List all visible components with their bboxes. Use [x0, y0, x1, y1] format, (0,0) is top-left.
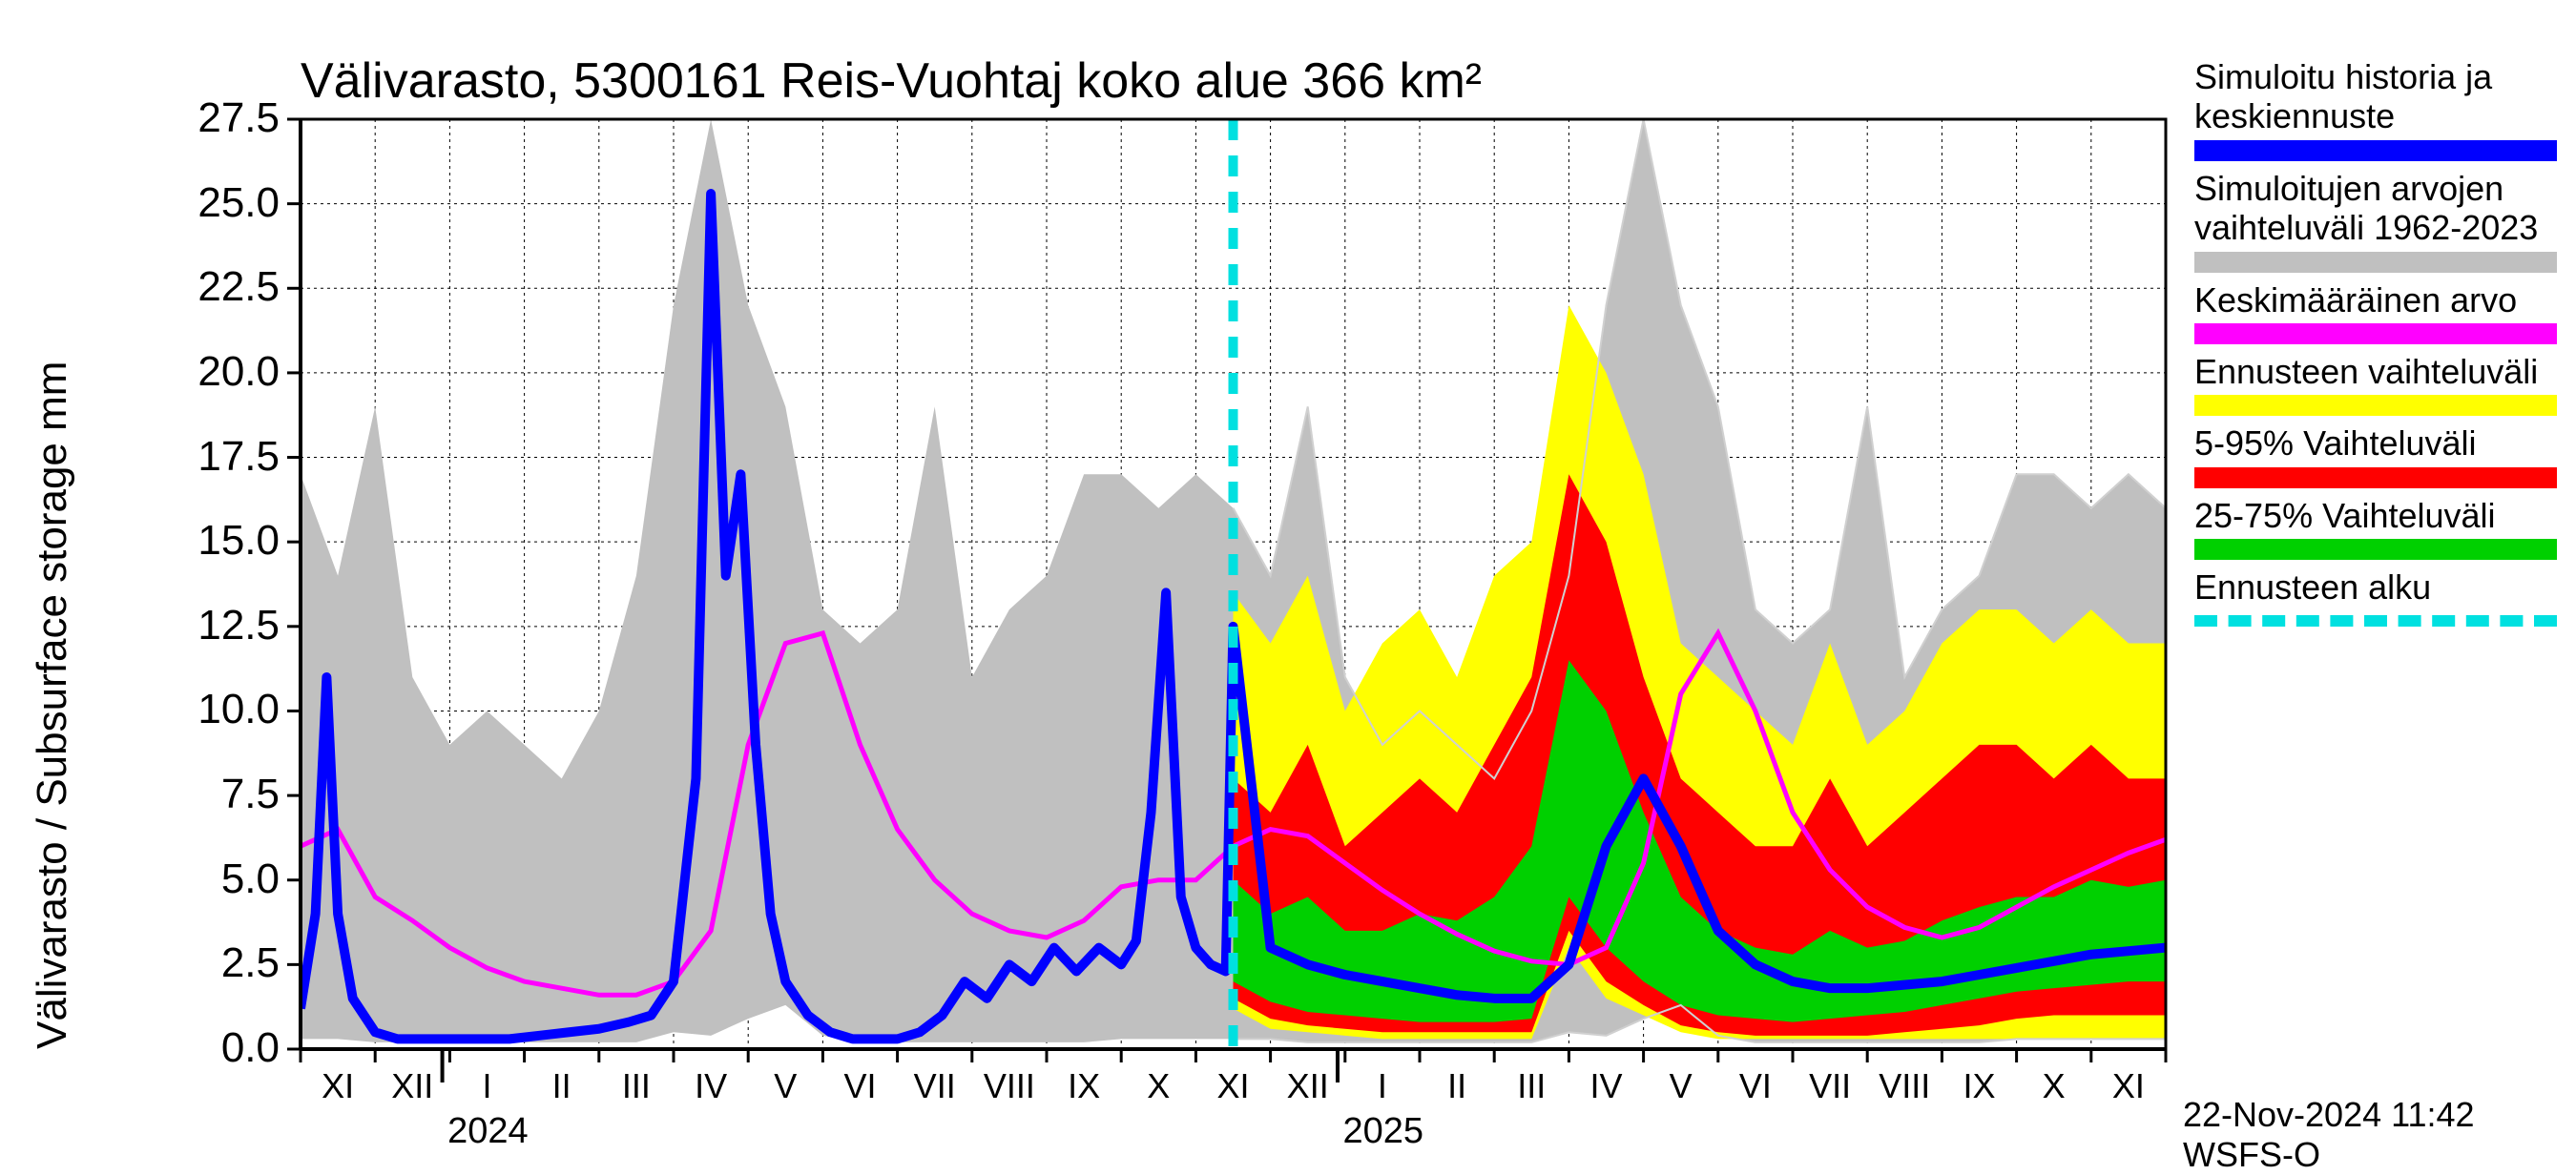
legend-swatch — [2194, 140, 2557, 161]
x-tick-label: XI — [2112, 1066, 2145, 1106]
chart-title: Välivarasto, 5300161 Reis-Vuohtaj koko a… — [301, 52, 1482, 110]
x-tick-label: II — [1447, 1066, 1466, 1106]
chart-root: Välivarasto / Subsurface storage mm Väli… — [0, 0, 2576, 1144]
legend-swatch — [2194, 395, 2557, 416]
y-tick-label: 2.5 — [127, 939, 280, 987]
y-tick-label: 12.5 — [127, 602, 280, 649]
chart-plot-area — [0, 0, 2576, 1144]
x-tick-label: III — [1517, 1066, 1546, 1106]
y-tick-label: 17.5 — [127, 433, 280, 481]
x-tick-label: VI — [1739, 1066, 1772, 1106]
x-tick-label: V — [1670, 1066, 1693, 1106]
x-tick-label: VIII — [1879, 1066, 1930, 1106]
legend: Simuloitu historia jakeskiennusteSimuloi… — [2194, 57, 2557, 636]
legend-entry-mean: Keskimääräinen arvo — [2194, 280, 2557, 344]
y-tick-label: 27.5 — [127, 94, 280, 142]
x-year-label: 2025 — [1343, 1111, 1424, 1152]
y-tick-label: 5.0 — [127, 855, 280, 903]
legend-entry-forecast_full: Ennusteen vaihteluväli — [2194, 352, 2557, 416]
x-tick-label: III — [622, 1066, 651, 1106]
legend-label: 5-95% Vaihteluväli — [2194, 423, 2557, 463]
legend-label: Ennusteen vaihteluväli — [2194, 352, 2557, 391]
legend-label: 25-75% Vaihteluväli — [2194, 496, 2557, 535]
legend-swatch — [2194, 615, 2557, 627]
legend-entry-hist_range: Simuloitujen arvojenvaihteluväli 1962-20… — [2194, 169, 2557, 273]
x-tick-label: IV — [1589, 1066, 1622, 1106]
x-tick-label: IX — [1068, 1066, 1100, 1106]
legend-swatch — [2194, 539, 2557, 560]
x-tick-label: X — [1147, 1066, 1170, 1106]
x-tick-label: XII — [391, 1066, 433, 1106]
x-tick-label: IV — [695, 1066, 727, 1106]
x-tick-label: XI — [1216, 1066, 1249, 1106]
legend-label: Simuloitujen arvojen — [2194, 169, 2557, 208]
legend-swatch — [2194, 467, 2557, 488]
y-axis-label: Välivarasto / Subsurface storage mm — [29, 361, 76, 1049]
legend-label: Ennusteen alku — [2194, 567, 2557, 607]
y-tick-label: 20.0 — [127, 348, 280, 396]
x-tick-label: I — [482, 1066, 491, 1106]
x-tick-label: VII — [914, 1066, 956, 1106]
x-tick-label: XII — [1287, 1066, 1329, 1106]
legend-swatch — [2194, 323, 2557, 344]
y-tick-label: 15.0 — [127, 517, 280, 565]
x-tick-label: V — [774, 1066, 797, 1106]
legend-entry-sim_hist: Simuloitu historia jakeskiennuste — [2194, 57, 2557, 161]
legend-label: Simuloitu historia ja — [2194, 57, 2557, 96]
x-tick-label: VI — [843, 1066, 876, 1106]
x-tick-label: XI — [322, 1066, 354, 1106]
y-tick-label: 10.0 — [127, 686, 280, 733]
x-tick-label: I — [1378, 1066, 1387, 1106]
legend-entry-p5_95: 5-95% Vaihteluväli — [2194, 423, 2557, 487]
y-tick-label: 0.0 — [127, 1024, 280, 1072]
y-tick-label: 22.5 — [127, 263, 280, 311]
y-tick-label: 25.0 — [127, 179, 280, 227]
legend-label: Keskimääräinen arvo — [2194, 280, 2557, 320]
legend-entry-forecast_start: Ennusteen alku — [2194, 567, 2557, 626]
x-year-label: 2024 — [447, 1111, 529, 1152]
footer-timestamp: 22-Nov-2024 11:42 WSFS-O — [2183, 1095, 2576, 1175]
legend-label: vaihteluväli 1962-2023 — [2194, 208, 2557, 247]
legend-label: keskiennuste — [2194, 96, 2557, 135]
x-tick-label: X — [2043, 1066, 2066, 1106]
x-tick-label: VIII — [984, 1066, 1035, 1106]
legend-swatch — [2194, 252, 2557, 273]
x-tick-label: VII — [1809, 1066, 1851, 1106]
x-tick-label: IX — [1963, 1066, 1995, 1106]
legend-entry-p25_75: 25-75% Vaihteluväli — [2194, 496, 2557, 560]
x-tick-label: II — [552, 1066, 571, 1106]
y-tick-label: 7.5 — [127, 771, 280, 818]
